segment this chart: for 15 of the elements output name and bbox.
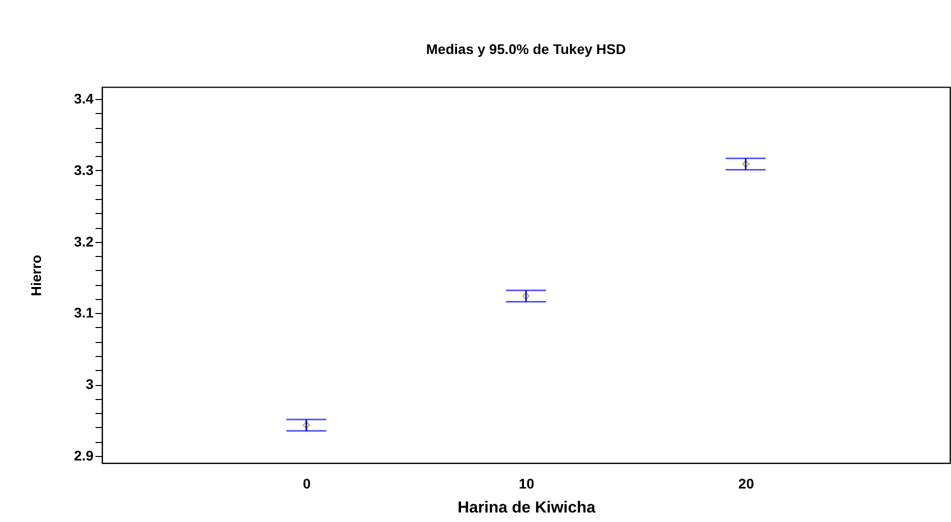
y-tick-label: 3.3	[74, 162, 94, 178]
point	[302, 421, 310, 429]
x-axis-title: Harina de Kiwicha	[458, 500, 596, 516]
x-tick-label: 20	[738, 476, 754, 492]
y-tick-label: 3	[86, 376, 94, 392]
y-tick-label: 3.1	[74, 304, 94, 321]
x-tick-label: 10	[518, 476, 534, 492]
chart-title: Medias y 95.0% de Tukey HSD	[426, 41, 626, 57]
x-tick-label: 0	[302, 476, 311, 492]
y-tick-label: 3.2	[74, 233, 94, 250]
point	[522, 292, 530, 300]
y-tick-label: 3.4	[74, 90, 94, 107]
y-tick-label: 2.9	[74, 447, 94, 464]
point	[742, 160, 750, 168]
y-axis-title: Hierro	[28, 254, 44, 296]
